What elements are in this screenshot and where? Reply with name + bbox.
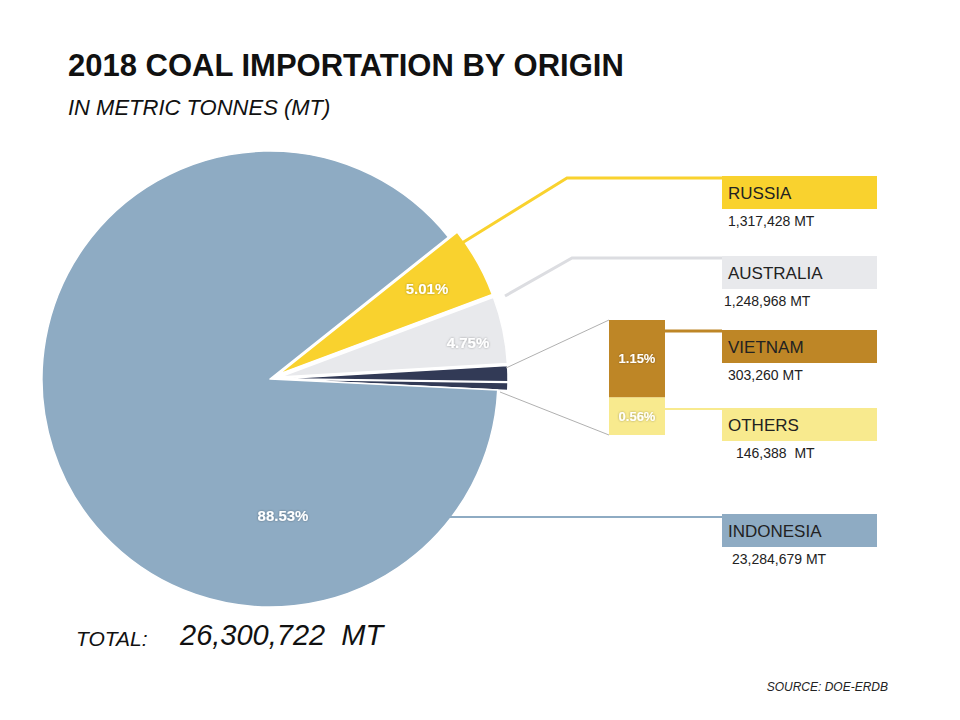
svg-text:0.56%: 0.56%	[619, 409, 656, 424]
svg-text:INDONESIA: INDONESIA	[728, 522, 822, 541]
svg-text:5.01%: 5.01%	[406, 280, 449, 297]
svg-text:23,284,679 MT: 23,284,679 MT	[732, 551, 827, 567]
svg-text:2018 COAL IMPORTATION BY ORIGI: 2018 COAL IMPORTATION BY ORIGIN	[68, 48, 624, 83]
svg-text:26,300,722 MT: 26,300,722 MT	[179, 619, 385, 651]
svg-text:IN METRIC TONNES (MT): IN METRIC TONNES (MT)	[68, 95, 330, 120]
svg-text:146,388 MT: 146,388 MT	[736, 445, 815, 461]
svg-text:303,260 MT: 303,260 MT	[728, 367, 803, 383]
svg-text:SOURCE: DOE-ERDB: SOURCE: DOE-ERDB	[767, 680, 888, 694]
svg-text:TOTAL:: TOTAL:	[76, 627, 148, 650]
svg-text:1.15%: 1.15%	[619, 351, 656, 366]
svg-text:4.75%: 4.75%	[447, 334, 490, 351]
svg-text:VIETNAM: VIETNAM	[728, 338, 804, 357]
svg-text:1,317,428 MT: 1,317,428 MT	[728, 213, 815, 229]
svg-text:AUSTRALIA: AUSTRALIA	[728, 264, 823, 283]
svg-text:88.53%: 88.53%	[258, 507, 309, 524]
svg-text:RUSSIA: RUSSIA	[728, 184, 792, 203]
svg-text:OTHERS: OTHERS	[728, 416, 799, 435]
svg-text:1,248,968 MT: 1,248,968 MT	[724, 293, 811, 309]
